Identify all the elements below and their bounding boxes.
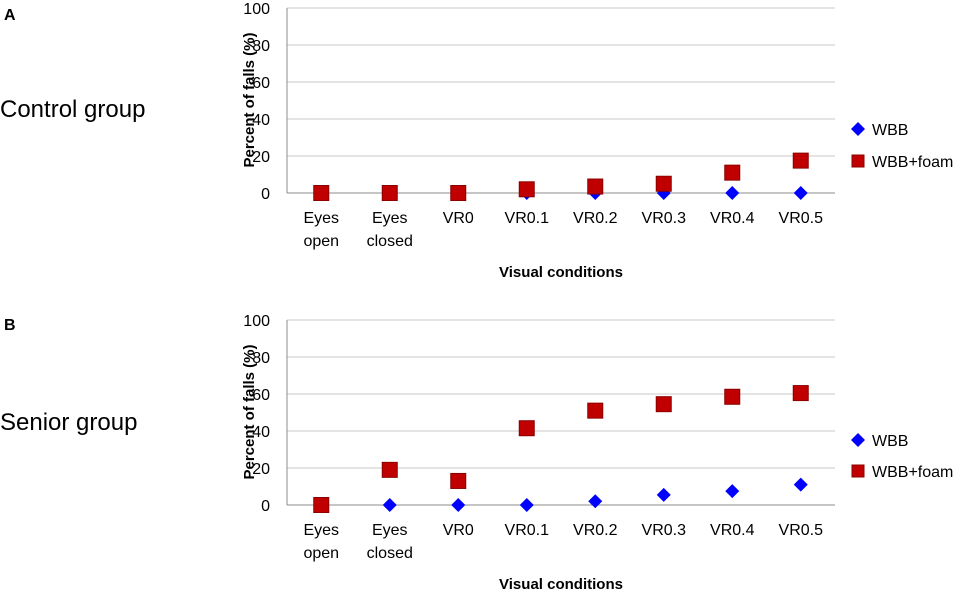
data-point-wbb-foam xyxy=(313,497,330,513)
legend-label-wbb: WBB xyxy=(872,122,908,139)
y-tick-labels: 0 20 40 60 80 100 xyxy=(243,313,270,515)
data-point-wbb-foam xyxy=(381,185,398,201)
panel-letter: A xyxy=(4,7,16,24)
data-point-wbb-foam xyxy=(381,461,398,478)
x-tick-label: Eyes xyxy=(303,522,339,539)
y-tick-label: 40 xyxy=(252,112,270,129)
data-point-wbb-foam xyxy=(655,396,672,413)
legend-square-icon xyxy=(851,154,865,168)
legend-diamond-icon xyxy=(851,433,865,447)
y-tick-labels: 0 20 40 60 80 100 xyxy=(243,1,270,203)
data-point-wbb xyxy=(725,484,740,499)
x-tick-label: VR0.5 xyxy=(779,522,824,539)
data-point-wbb-foam xyxy=(450,185,467,201)
x-tick-label: VR0.2 xyxy=(573,210,618,227)
data-point-wbb-foam xyxy=(313,185,330,201)
y-tick-label: 0 xyxy=(261,498,270,515)
y-tick-label: 80 xyxy=(252,350,270,367)
x-tick-label: Eyes xyxy=(372,210,408,227)
data-point-wbb xyxy=(588,494,603,509)
y-axis-title: Percent of falls (%) xyxy=(241,344,258,479)
x-tick-labels: Eyes open Eyes closed VR0 VR0.1 VR0.2 VR0.3 VR0.… xyxy=(303,522,823,562)
data-point-wbb-foam xyxy=(655,175,672,192)
x-axis-title: Visual conditions xyxy=(499,576,623,593)
data-point-wbb xyxy=(725,186,740,200)
x-tick-label: VR0 xyxy=(443,210,474,227)
data-point-wbb xyxy=(519,498,534,512)
data-point-wbb-foam xyxy=(587,178,604,195)
gridlines xyxy=(286,7,835,194)
x-tick-label: open xyxy=(303,233,339,250)
data-point-wbb-foam xyxy=(792,152,809,169)
data-point-wbb xyxy=(793,477,808,492)
x-tick-label: VR0.3 xyxy=(642,210,687,227)
x-tick-labels: Eyes open Eyes closed VR0 VR0.1 VR0.2 VR0.3 VR0.… xyxy=(303,210,823,250)
group-label: Senior group xyxy=(0,409,137,436)
legend: WBB WBB+foam xyxy=(851,433,953,481)
y-tick-label: 60 xyxy=(252,75,270,92)
data-point-wbb xyxy=(793,186,808,200)
group-label: Control group xyxy=(0,96,145,123)
data-point-wbb-foam xyxy=(518,420,535,437)
data-point-wbb-foam xyxy=(587,402,604,419)
legend-label-wbb: WBB xyxy=(872,433,908,450)
y-tick-label: 0 xyxy=(261,186,270,203)
data-point-wbb-foam xyxy=(450,472,467,489)
x-tick-label: closed xyxy=(367,233,413,250)
x-tick-label: Eyes xyxy=(372,522,408,539)
x-tick-label: VR0.1 xyxy=(505,210,550,227)
legend: WBB WBB+foam xyxy=(851,122,953,171)
data-point-wbb xyxy=(656,487,671,502)
legend-label-wbb-foam: WBB+foam xyxy=(872,464,953,481)
data-point-wbb-foam xyxy=(724,388,741,405)
y-tick-label: 60 xyxy=(252,387,270,404)
data-point-wbb xyxy=(451,498,466,512)
legend-square-icon xyxy=(851,464,865,478)
y-tick-label: 20 xyxy=(252,461,270,478)
x-tick-label: VR0.4 xyxy=(710,210,755,227)
x-tick-label: closed xyxy=(367,545,413,562)
data-point-wbb-foam xyxy=(792,385,809,402)
x-tick-label: VR0.2 xyxy=(573,522,618,539)
data-point-wbb-foam xyxy=(724,164,741,181)
x-tick-label: Eyes xyxy=(303,210,339,227)
x-tick-label: VR0.1 xyxy=(505,522,550,539)
y-tick-label: 80 xyxy=(252,38,270,55)
x-tick-label: VR0.5 xyxy=(779,210,824,227)
data-point-wbb xyxy=(382,498,397,512)
y-tick-label: 20 xyxy=(252,149,270,166)
panel-letter: B xyxy=(4,317,16,334)
data-points xyxy=(313,385,809,513)
x-tick-label: VR0.3 xyxy=(642,522,687,539)
x-tick-label: open xyxy=(303,545,339,562)
y-tick-label: 100 xyxy=(243,1,270,18)
x-tick-label: VR0.4 xyxy=(710,522,755,539)
data-point-wbb-foam xyxy=(518,181,535,198)
data-points xyxy=(313,152,809,201)
y-axis-title: Percent of falls (%) xyxy=(241,32,258,167)
x-axis-title: Visual conditions xyxy=(499,264,623,281)
gridlines xyxy=(286,319,835,506)
x-tick-label: VR0 xyxy=(443,522,474,539)
legend-diamond-icon xyxy=(851,122,865,136)
y-tick-label: 100 xyxy=(243,313,270,330)
legend-label-wbb-foam: WBB+foam xyxy=(872,154,953,171)
y-tick-label: 40 xyxy=(252,424,270,441)
